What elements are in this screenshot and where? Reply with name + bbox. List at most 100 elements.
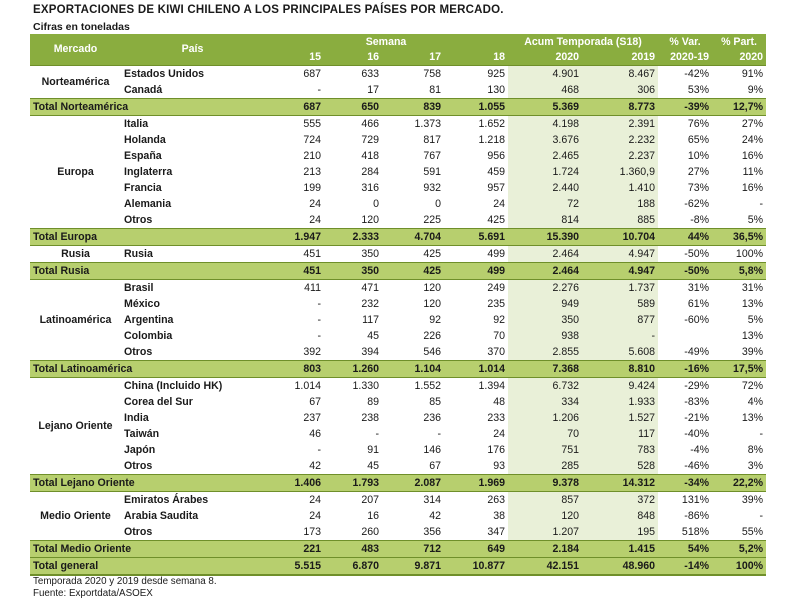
- value-w16: 394: [361, 345, 379, 358]
- market-cell: Norteamérica: [30, 65, 121, 99]
- total-a2020: 7.368: [508, 360, 583, 378]
- country-cell: Italia: [121, 115, 264, 132]
- value-var: 65%: [687, 133, 710, 146]
- value-w17: 817: [423, 133, 441, 146]
- value-a2019: 5.608: [582, 344, 659, 361]
- value-w15: 213: [303, 165, 321, 178]
- grand-total-a2020: 42.151: [508, 557, 583, 576]
- value-w15: 24: [309, 213, 321, 226]
- value-a2019: 306: [582, 82, 659, 99]
- market-cell: Lejano Oriente: [30, 377, 121, 475]
- country-cell: Otros: [124, 459, 153, 472]
- document-title: EXPORTACIONES DE KIWI CHILENO A LOS PRIN…: [33, 4, 504, 16]
- value-a2019: 1.410: [582, 180, 659, 196]
- total-var: -16%: [658, 360, 713, 378]
- value-w16: 45: [367, 459, 379, 472]
- total-label: Total Norteamérica: [30, 98, 264, 116]
- country-cell: China (Incluido HK): [121, 377, 264, 394]
- value-var: -62%: [684, 197, 710, 210]
- value-w16: 260: [361, 525, 379, 538]
- total-w16: 1.260: [324, 360, 382, 378]
- value-w18: 347: [487, 525, 506, 538]
- value-a2020: 285: [508, 458, 583, 475]
- value-a2019: -: [582, 328, 659, 344]
- country-cell: Francia: [124, 181, 162, 194]
- table-row: Medio Oriente Emiratos Árabes 24 207 314 263 8…: [30, 491, 767, 541]
- value-w16: 1.330: [324, 377, 382, 394]
- value-part: 72%: [712, 377, 767, 394]
- value-var: -4%: [690, 443, 710, 456]
- country-cell: Otros: [124, 345, 153, 358]
- value-w16: 316: [361, 181, 379, 194]
- value-w15: 687: [264, 65, 324, 82]
- value-a2020: 334: [508, 394, 583, 410]
- table-row: Taiwán 46 - - 24 70 117 -40% -: [30, 426, 766, 442]
- total-w15: 1.947: [264, 228, 324, 246]
- total-w17: 1.104: [382, 360, 444, 378]
- header-year-2020: 2020: [508, 50, 583, 66]
- value-a2019: 783: [582, 442, 659, 458]
- total-w18: 1.969: [444, 474, 509, 492]
- value-var: -50%: [658, 245, 713, 263]
- value-part: 27%: [712, 115, 767, 132]
- total-label: Total Rusia: [30, 262, 264, 280]
- value-w17: 85: [429, 395, 441, 408]
- value-w16: 16: [367, 509, 379, 522]
- value-w16: 0: [373, 197, 379, 210]
- value-w18: 130: [487, 83, 506, 96]
- country-cell: India: [124, 411, 149, 424]
- value-w16: 466: [324, 115, 382, 132]
- value-w17: 0: [435, 197, 441, 210]
- country-cell: Colombia: [124, 329, 173, 342]
- value-w17: 758: [382, 65, 444, 82]
- total-a2019: 8.810: [582, 360, 659, 378]
- country-cell: Emiratos Árabes: [121, 491, 264, 508]
- total-part: 22,2%: [712, 474, 767, 492]
- value-w16: 207: [324, 491, 382, 508]
- value-a2020: 70: [508, 426, 583, 442]
- table-row: México - 232 120 235 949 589 61% 13%: [30, 296, 766, 312]
- total-row: Total Norteamérica 687 650 839 1.055 5.369 8.7…: [30, 98, 767, 116]
- country-cell: Japón: [124, 443, 156, 456]
- table-row: España 210 418 767 956 2.465 2.237 10% 16%: [30, 148, 766, 164]
- value-w16: 238: [361, 411, 379, 424]
- value-a2019: 528: [582, 458, 659, 475]
- value-w17: 591: [423, 165, 441, 178]
- value-a2020: 949: [508, 296, 583, 312]
- value-var: 31%: [658, 279, 713, 296]
- value-part: 91%: [712, 65, 767, 82]
- total-part: 36,5%: [712, 228, 767, 246]
- total-w15: 1.406: [264, 474, 324, 492]
- value-a2020: 2.276: [508, 279, 583, 296]
- country-cell: Inglaterra: [124, 165, 173, 178]
- value-w17: 236: [423, 411, 441, 424]
- table-row: Colombia -45 226 70 938-13%: [30, 328, 766, 344]
- total-w18: 1.055: [444, 98, 509, 116]
- value-var: -40%: [684, 427, 710, 440]
- footnote-season: Temporada 2020 y 2019 desde semana 8.: [33, 576, 217, 587]
- value-w15: -: [317, 329, 321, 342]
- total-a2019: 10.704: [582, 228, 659, 246]
- value-var: -46%: [684, 459, 710, 472]
- value-part: 9%: [747, 83, 764, 96]
- value-w15: 210: [303, 149, 321, 162]
- value-a2020: 2.465: [508, 148, 583, 164]
- value-var: -21%: [684, 411, 710, 424]
- value-var: 518%: [681, 525, 710, 538]
- value-var: -8%: [690, 213, 710, 226]
- value-a2019: 2.232: [582, 132, 659, 148]
- table-row: Inglaterra 213 284 591 459 1.724 1.360,9 27% 11%: [30, 164, 766, 180]
- value-a2019: 195: [582, 524, 659, 541]
- header-pais: País: [121, 34, 264, 66]
- total-w17: 425: [382, 262, 444, 280]
- total-a2020: 2.464: [508, 262, 583, 280]
- value-w15: 451: [264, 245, 324, 263]
- table-row: Otros 173 260 356 347 1.207 195 518% 55%: [30, 524, 766, 541]
- value-w18: 24: [493, 427, 506, 440]
- table-row: Japón - 91 146 176 751 783 -4% 8%: [30, 442, 766, 458]
- grand-total-var: -14%: [658, 557, 713, 576]
- country-cell: Holanda: [124, 133, 166, 146]
- value-w18: 956: [487, 149, 506, 162]
- footnotes: Temporada 2020 y 2019 desde semana 8. Fu…: [33, 576, 217, 600]
- value-part: 13%: [741, 411, 764, 424]
